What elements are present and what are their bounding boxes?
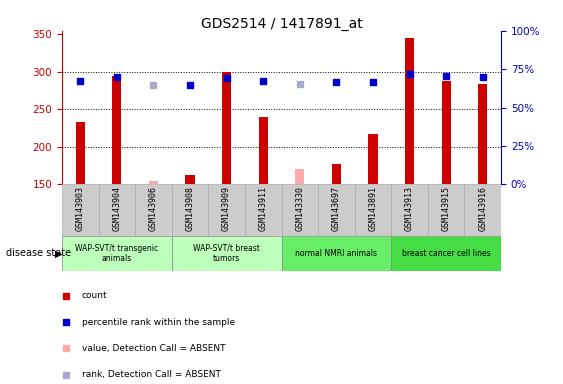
Text: GSM143906: GSM143906 [149,186,158,231]
Text: WAP-SVT/t transgenic
animals: WAP-SVT/t transgenic animals [75,244,158,263]
Bar [258,117,268,184]
Bar [208,184,245,236]
Bar [355,184,391,236]
Text: GDS2514 / 1417891_at: GDS2514 / 1417891_at [200,17,363,31]
Text: GSM143697: GSM143697 [332,186,341,231]
Bar [185,175,195,184]
Bar [172,236,282,271]
Bar [318,184,355,236]
Text: ▶: ▶ [55,248,62,258]
Text: GSM143330: GSM143330 [296,186,304,231]
Bar [112,76,122,184]
Text: GSM143916: GSM143916 [479,186,487,231]
Bar [75,122,85,184]
Text: value, Detection Call = ABSENT: value, Detection Call = ABSENT [82,344,225,353]
Bar [282,236,391,271]
Bar [391,236,501,271]
Bar [62,184,99,236]
Bar [441,81,451,184]
Text: percentile rank within the sample: percentile rank within the sample [82,318,235,326]
Text: GSM143909: GSM143909 [222,186,231,231]
Bar [478,84,488,184]
Text: rank, Detection Call = ABSENT: rank, Detection Call = ABSENT [82,371,221,379]
Text: WAP-SVT/t breast
tumors: WAP-SVT/t breast tumors [193,244,260,263]
Bar [295,169,305,184]
Bar [172,184,208,236]
Text: GSM143904: GSM143904 [113,186,121,231]
Bar [99,184,135,236]
Bar [332,164,341,184]
Text: GSM143911: GSM143911 [259,186,267,231]
Text: normal NMRI animals: normal NMRI animals [296,249,377,258]
Text: GSM143915: GSM143915 [442,186,450,231]
Bar [282,184,318,236]
Text: GSM143913: GSM143913 [405,186,414,231]
Text: GSM143903: GSM143903 [76,186,84,231]
Text: GSM143891: GSM143891 [369,186,377,231]
Bar [391,184,428,236]
Bar [368,134,378,184]
Bar [135,184,172,236]
Text: GSM143908: GSM143908 [186,186,194,231]
Bar [62,236,172,271]
Bar [428,184,464,236]
Bar [149,180,158,184]
Text: count: count [82,291,108,300]
Bar [464,184,501,236]
Bar [222,72,231,184]
Bar [405,38,414,184]
Text: breast cancer cell lines: breast cancer cell lines [402,249,490,258]
Bar [245,184,282,236]
Text: disease state: disease state [6,248,71,258]
